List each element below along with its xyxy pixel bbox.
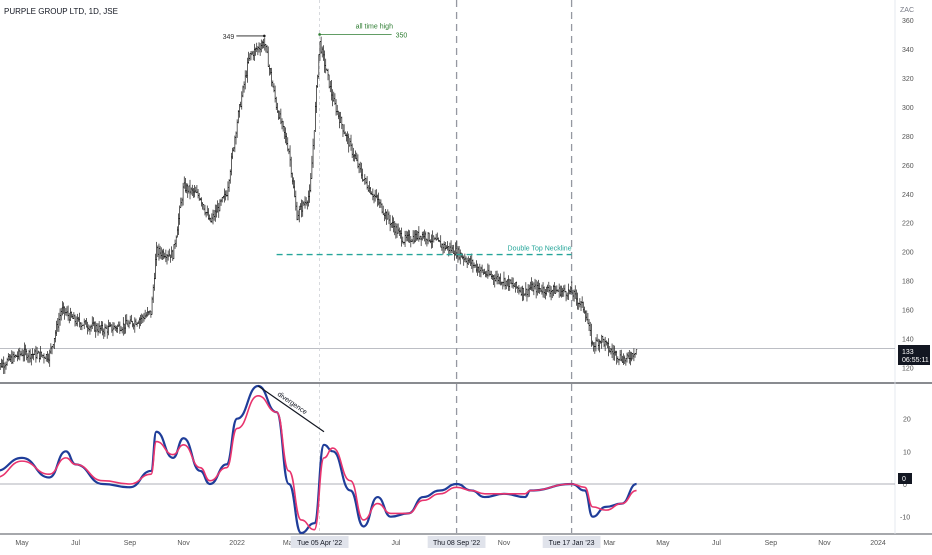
high-349-label: 349 (223, 34, 235, 41)
neckline-label: Double Top Neckline (508, 246, 572, 253)
price-tick-label: 180 (902, 279, 914, 286)
price-tick-label: 160 (902, 308, 914, 315)
date-badge-label: Tue 17 Jan '23 (549, 540, 595, 547)
price-tick-label: 320 (902, 76, 914, 83)
x-tick-label: Nov (177, 540, 190, 547)
price-tick-label: 300 (902, 105, 914, 112)
all-time-high-label: all time high (356, 23, 393, 30)
price-badge-value: 133 (902, 349, 914, 356)
price-tick-label: 220 (902, 221, 914, 228)
x-tick-label: Nov (498, 540, 511, 547)
high-350-dot (318, 33, 321, 36)
x-tick-label: Sep (124, 540, 137, 547)
x-tick-label: Mar (603, 540, 616, 547)
price-badge-countdown: 06:55:11 (902, 357, 929, 364)
oscillator-badge: 0 (898, 473, 912, 484)
price-badge: 133 06:55:11 (898, 345, 930, 365)
price-tick-label: 280 (902, 134, 914, 141)
x-tick-label: Jul (392, 540, 401, 547)
high-349-dot (263, 35, 266, 38)
date-badge-label: Thu 08 Sep '22 (433, 540, 480, 547)
price-tick-label: 120 (902, 366, 914, 373)
x-tick-label: May (656, 540, 670, 547)
currency-label: ZAC (900, 7, 914, 14)
oscillator-tick-label: 10 (903, 449, 911, 456)
x-tick-label: May (15, 540, 29, 547)
price-tick-label: 140 (902, 337, 914, 344)
x-tick-label: Jul (71, 540, 80, 547)
price-tick-label: 260 (902, 163, 914, 170)
date-badge-label: Tue 05 Apr '22 (297, 540, 342, 547)
symbol-title: PURPLE GROUP LTD, 1D, JSE (4, 7, 118, 16)
oscillator-tick-label: -10 (900, 515, 910, 522)
price-tick-label: 340 (902, 47, 914, 54)
x-tick-label: Nov (818, 540, 831, 547)
oscillator-badge-value: 0 (902, 476, 906, 483)
price-tick-label: 240 (902, 192, 914, 199)
price-tick-label: 360 (902, 18, 914, 25)
oscillator-tick-label: 20 (903, 417, 911, 424)
x-tick-label: Jul (712, 540, 721, 547)
high-350-label: 350 (396, 32, 408, 39)
x-tick-label: 2022 (229, 540, 245, 547)
x-tick-label: 2024 (870, 540, 886, 547)
price-tick-label: 200 (902, 250, 914, 257)
x-tick-label: Sep (765, 540, 778, 547)
